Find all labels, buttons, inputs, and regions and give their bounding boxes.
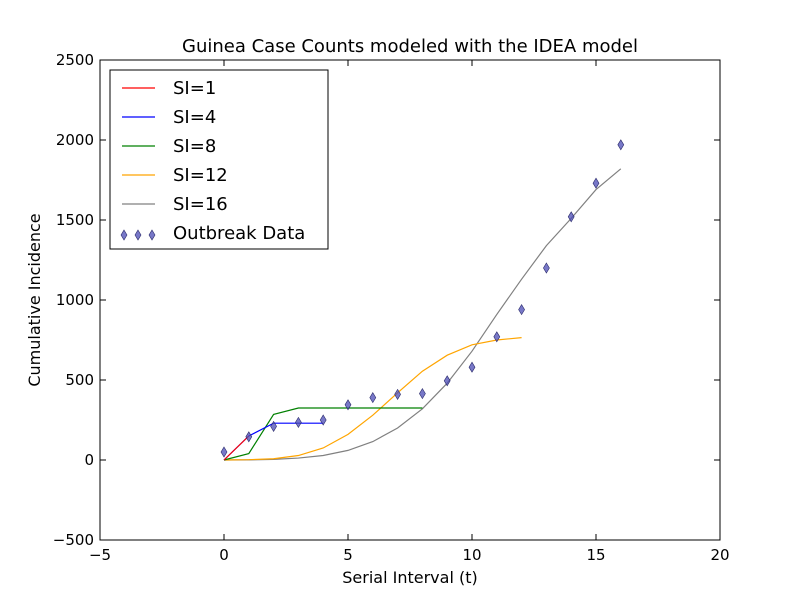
legend-label: SI=16 (173, 194, 228, 215)
legend-marker (134, 229, 142, 241)
legend-label: SI=1 (173, 78, 216, 99)
x-tick-label: 15 (586, 546, 605, 564)
outbreak-data-point (443, 375, 451, 387)
legend-label: SI=8 (173, 136, 216, 157)
chart-title: Guinea Case Counts modeled with the IDEA… (182, 36, 638, 57)
outbreak-data-point (419, 388, 426, 400)
outbreak-data-point (543, 262, 550, 274)
outbreak-data-point (567, 211, 575, 223)
y-tick-label: 0 (84, 451, 94, 469)
outbreak-data-point (369, 392, 377, 404)
y-tick-label: 1500 (56, 211, 94, 229)
outbreak-data-point (319, 414, 327, 426)
outbreak-data-point (617, 139, 625, 151)
series-line-si-1 (223, 435, 250, 461)
y-tick-label: −500 (53, 531, 94, 549)
outbreak-data-point (394, 388, 401, 400)
y-axis-label: Cumulative Incidence (25, 213, 44, 386)
x-axis-label: Serial Interval (t) (342, 568, 477, 587)
outbreak-data-point (468, 361, 476, 373)
x-tick-label: 5 (343, 546, 353, 564)
legend-box (109, 69, 329, 250)
x-tick-label: 0 (219, 546, 229, 564)
outbreak-data-point (270, 420, 277, 432)
x-tick-label: 20 (710, 546, 729, 564)
y-tick-label: 2000 (56, 131, 94, 149)
outbreak-data-point (518, 304, 525, 316)
outbreak-data-point (245, 431, 253, 443)
outbreak-data-point (592, 177, 600, 189)
legend-label: SI=12 (173, 165, 228, 186)
outbreak-data-point (344, 399, 352, 411)
legend-label: SI=4 (173, 107, 216, 128)
y-tick-label: 2500 (56, 51, 94, 69)
legend-marker (148, 229, 156, 241)
x-tick-label: −5 (89, 546, 111, 564)
y-tick-label: 500 (65, 371, 94, 389)
outbreak-data-point (220, 446, 228, 458)
y-tick-label: 1000 (56, 291, 94, 309)
x-tick-label: 10 (462, 546, 481, 564)
legend: SI=1 SI=4 SI=8 SI=12 SI=16 Outbreak Data (109, 69, 329, 250)
outbreak-data-point (493, 331, 501, 343)
legend-marker (120, 229, 128, 241)
outbreak-data-point (295, 416, 302, 428)
series-line-si-12 (223, 337, 522, 461)
series-line-si-8 (223, 407, 423, 461)
legend-label: Outbreak Data (173, 223, 305, 244)
series-line-si-16 (223, 168, 622, 461)
